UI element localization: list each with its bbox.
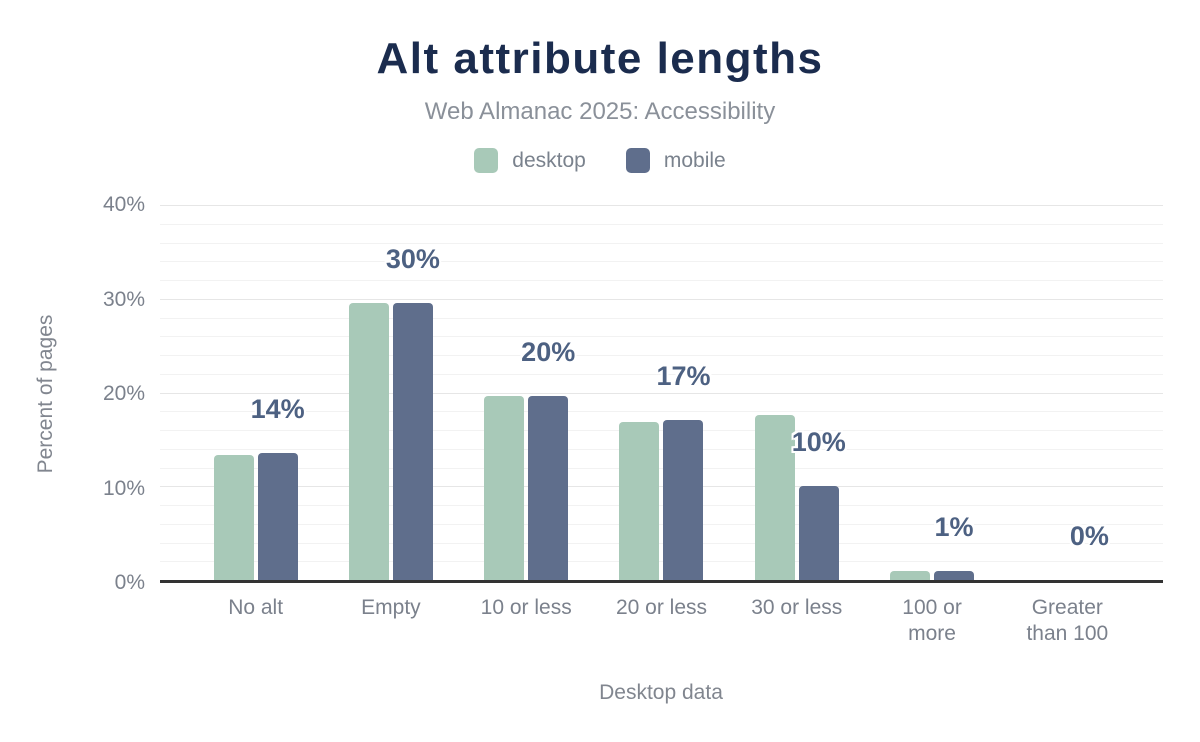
bar-mobile[interactable] [663, 419, 704, 580]
chart-subtitle: Web Almanac 2025: Accessibility [424, 98, 776, 125]
gridline [160, 486, 1163, 488]
category-group: 30% Empty [323, 205, 458, 619]
y-tick-label: 0% [114, 571, 145, 594]
gridline [160, 392, 1163, 394]
bar-desktop[interactable] [619, 421, 660, 580]
bars-row: 14% No alt 30% Empty 20% 10 or less 17% 20 or l… [160, 205, 1163, 645]
gridline [160, 280, 1163, 281]
value-label: 14% [250, 393, 305, 424]
bar-desktop[interactable] [754, 415, 795, 580]
gridline [160, 298, 1163, 300]
gridline [160, 261, 1163, 263]
gridline [160, 542, 1163, 544]
gridline [160, 467, 1163, 469]
y-axis-ticks: 0% 10% 20% 30% 40% [0, 193, 145, 594]
x-axis-title: Desktop data [599, 681, 723, 704]
bar-mobile[interactable] [392, 303, 433, 580]
value-label: 17% [656, 360, 711, 391]
bar-desktop[interactable] [213, 455, 254, 580]
legend-swatch-icon [474, 148, 499, 173]
category-group: 17% 20 or less [594, 205, 729, 619]
plot-area: 14% No alt 30% Empty 20% 10 or less 17% 20 or l… [160, 205, 1163, 645]
gridline [160, 430, 1163, 431]
y-tick-label: 30% [102, 287, 145, 311]
legend-item-desktop[interactable]: desktop [474, 148, 586, 173]
gridline [160, 242, 1163, 244]
gridline [160, 448, 1163, 450]
value-label: 20% [521, 337, 576, 368]
bar-mobile[interactable] [528, 396, 569, 580]
legend: desktop mobile [0, 148, 1200, 173]
x-tick-label: Empty [361, 596, 421, 619]
category-group: 1% 100 or more [864, 205, 999, 645]
gridline [160, 411, 1163, 413]
x-tick-label: 100 or more [902, 596, 962, 645]
bar-mobile[interactable] [934, 570, 975, 580]
category-group: 20% 10 or less [459, 205, 594, 619]
gridline [160, 505, 1163, 506]
gridline [160, 373, 1163, 375]
y-tick-label: 40% [102, 193, 145, 216]
x-tick-label: No alt [228, 596, 284, 619]
bar-desktop[interactable] [484, 396, 525, 580]
gridline [160, 317, 1163, 319]
x-tick-label: Greater than 100 [1026, 596, 1109, 645]
bar-desktop[interactable] [348, 303, 389, 580]
gridline [160, 561, 1163, 563]
value-label: 30% [385, 244, 440, 275]
category-group: 0% Greater than 100 [1000, 205, 1135, 645]
gridline [160, 205, 1163, 206]
value-label: 0% [1069, 521, 1109, 551]
x-tick-label: 10 or less [480, 596, 572, 619]
bar-desktop[interactable] [890, 570, 931, 580]
gridline [160, 336, 1163, 338]
y-tick-label: 20% [102, 382, 145, 405]
gridline [160, 523, 1163, 525]
bar-mobile[interactable] [257, 452, 298, 580]
gridline [160, 355, 1163, 356]
category-group: 14% No alt [188, 205, 323, 619]
x-tick-label: 20 or less [615, 596, 707, 619]
x-tick-label: 30 or less [751, 596, 843, 619]
category-group: 10% 30 or less [729, 205, 864, 619]
bar-mobile[interactable] [798, 486, 839, 580]
value-label: 10% [791, 427, 846, 458]
legend-label: mobile [663, 148, 726, 172]
legend-item-mobile[interactable]: mobile [625, 148, 726, 173]
value-label: 1% [934, 511, 974, 542]
gridline [160, 223, 1163, 225]
chart-title: Alt attribute lengths [376, 34, 824, 83]
y-tick-label: 10% [102, 476, 145, 500]
legend-swatch-icon [625, 148, 650, 173]
legend-label: desktop [512, 148, 586, 172]
